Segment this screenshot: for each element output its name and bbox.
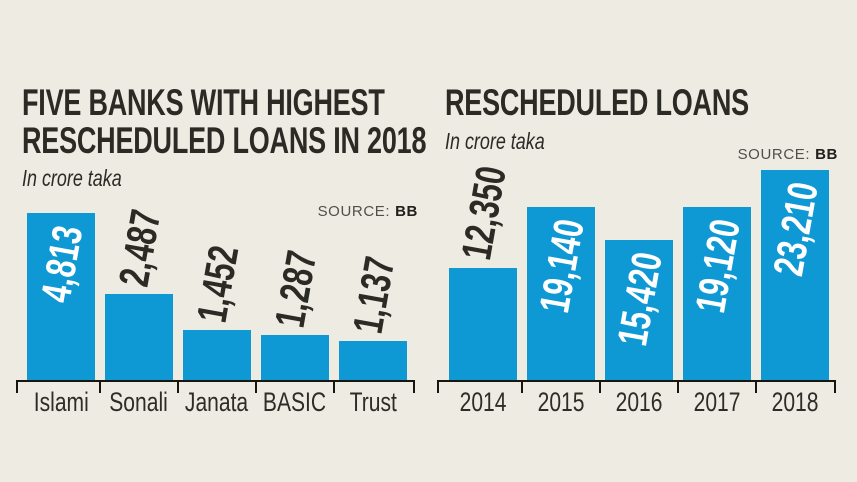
category-label-text: Sonali bbox=[109, 387, 169, 417]
bar-2016 bbox=[605, 240, 673, 380]
x-axis-tick-left-2 bbox=[177, 380, 179, 393]
bar-2014 bbox=[449, 268, 517, 380]
category-label-text: 2018 bbox=[771, 387, 819, 417]
bar-islami bbox=[27, 213, 95, 380]
category-label-basic: BASIC bbox=[245, 387, 345, 417]
category-label-text: Janata bbox=[185, 387, 249, 417]
category-label-2014: 2014 bbox=[433, 387, 533, 417]
bar-2015 bbox=[527, 207, 595, 380]
x-axis-tick-left-0 bbox=[16, 380, 18, 393]
x-axis-left bbox=[16, 380, 415, 382]
bar-sonali bbox=[105, 294, 173, 380]
category-label-janata: Janata bbox=[167, 387, 267, 417]
category-label-text: 2015 bbox=[537, 387, 585, 417]
left-source-value: BB bbox=[395, 203, 418, 220]
x-axis-right bbox=[437, 380, 836, 382]
x-axis-tick-left-4 bbox=[333, 380, 335, 393]
category-label-text: 2017 bbox=[693, 387, 741, 417]
bar-2017 bbox=[683, 207, 751, 380]
left-chart-title-line-1: FIVE BANKS WITH HIGHEST bbox=[22, 82, 385, 123]
category-label-2018: 2018 bbox=[745, 387, 845, 417]
category-label-sonali: Sonali bbox=[89, 387, 189, 417]
value-label-trust: 1,137 bbox=[343, 252, 404, 337]
category-label-trust: Trust bbox=[323, 387, 423, 417]
left-chart-subtitle: In crore taka bbox=[22, 165, 122, 191]
left-chart-title-line-2: RESCHEDULED LOANS IN 2018 bbox=[22, 120, 427, 161]
bar-2018 bbox=[761, 170, 829, 380]
x-axis-tick-right-2 bbox=[599, 380, 601, 393]
left-source-label: SOURCE: bbox=[317, 203, 391, 220]
x-axis-tick-right-0 bbox=[437, 380, 439, 393]
left-chart-title: FIVE BANKS WITH HIGHEST RESCHEDULED LOAN… bbox=[22, 84, 576, 160]
x-axis-tick-left-1 bbox=[99, 380, 101, 393]
bar-janata bbox=[183, 330, 251, 380]
bar-trust bbox=[339, 341, 407, 380]
right-source-block: SOURCE: BB bbox=[650, 146, 838, 163]
category-label-2016: 2016 bbox=[589, 387, 689, 417]
right-source-label: SOURCE: bbox=[737, 146, 811, 163]
category-label-text: 2014 bbox=[459, 387, 507, 417]
x-axis-tick-left-5 bbox=[413, 380, 415, 393]
right-chart-subtitle: In crore taka bbox=[445, 128, 545, 154]
x-axis-tick-right-4 bbox=[755, 380, 757, 393]
x-axis-tick-right-3 bbox=[677, 380, 679, 393]
value-label-sonali: 2,487 bbox=[109, 205, 170, 290]
category-label-text: Trust bbox=[349, 387, 397, 417]
left-source-block: SOURCE: BB bbox=[230, 203, 418, 220]
category-label-text: Islami bbox=[33, 387, 89, 417]
bar-basic bbox=[261, 335, 329, 380]
right-chart-title-line-1: RESCHEDULED LOANS bbox=[445, 82, 749, 123]
category-label-islami: Islami bbox=[11, 387, 111, 417]
right-chart-title: RESCHEDULED LOANS bbox=[445, 84, 857, 122]
x-axis-tick-right-1 bbox=[521, 380, 523, 393]
right-source-value: BB bbox=[815, 146, 838, 163]
category-label-text: 2016 bbox=[615, 387, 663, 417]
category-label-2015: 2015 bbox=[511, 387, 611, 417]
x-axis-tick-left-3 bbox=[255, 380, 257, 393]
category-label-text: BASIC bbox=[263, 387, 327, 417]
value-label-basic: 1,287 bbox=[265, 246, 326, 331]
category-label-2017: 2017 bbox=[667, 387, 767, 417]
value-label-janata: 1,452 bbox=[187, 241, 248, 326]
x-axis-tick-right-5 bbox=[834, 380, 836, 393]
value-label-2014: 12,350 bbox=[452, 162, 515, 264]
